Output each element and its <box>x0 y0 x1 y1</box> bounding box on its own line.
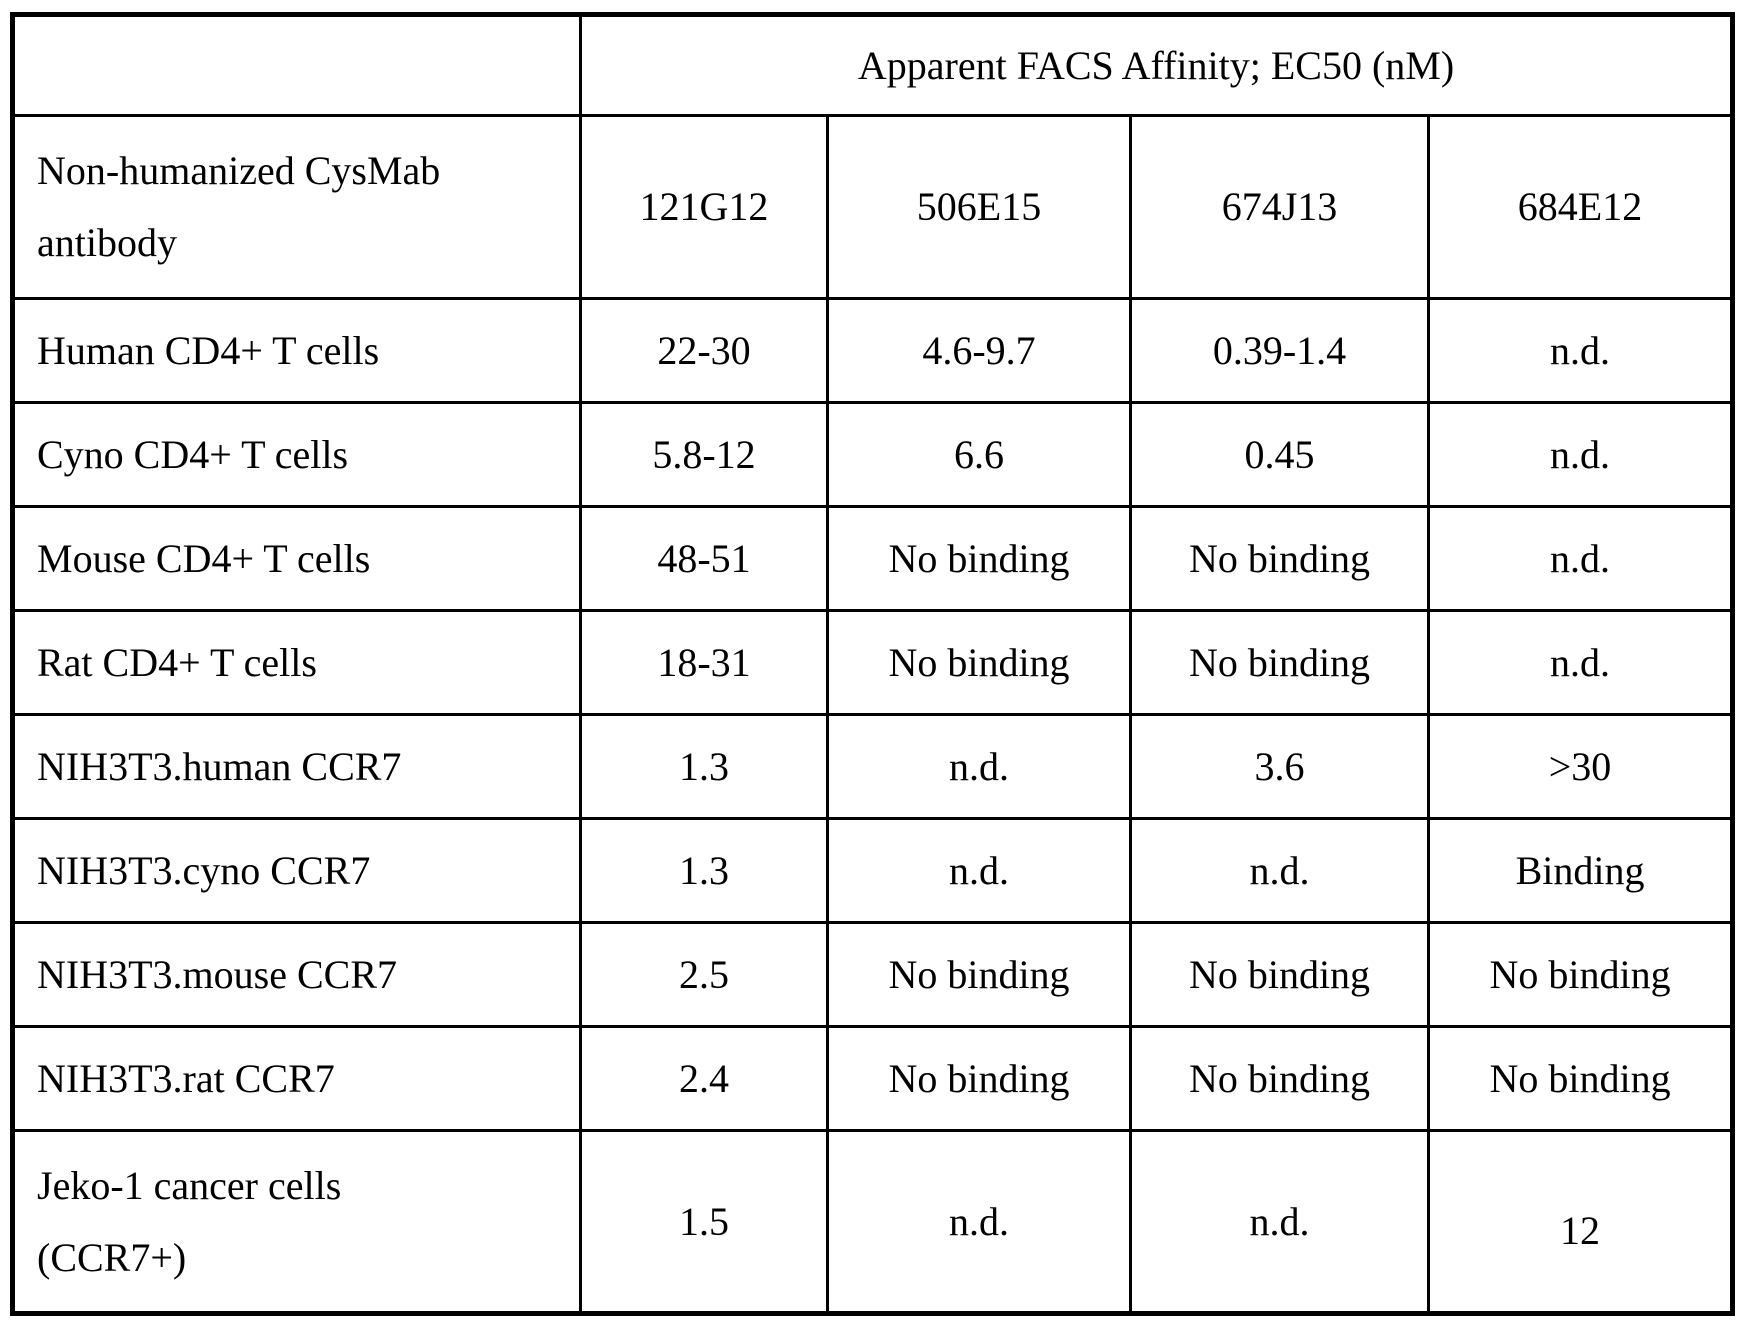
cell-value: n.d. <box>1129 1129 1430 1315</box>
cell-value: n.d. <box>1426 505 1735 612</box>
row-label: NIH3T3.rat CCR7 <box>11 1025 582 1132</box>
cell-value: 0.39-1.4 <box>1129 297 1430 404</box>
table-row: NIH3T3.mouse CCR7 2.5 No binding No bind… <box>11 921 1735 1028</box>
cell-value: n.d. <box>826 713 1132 820</box>
cell-value: No binding <box>1129 1025 1430 1132</box>
column-header-121G12: 121G12 <box>579 114 829 300</box>
column-header-684E12: 684E12 <box>1426 114 1735 300</box>
column-header-674J13: 674J13 <box>1129 114 1430 300</box>
table-row: Cyno CD4+ T cells 5.8-12 6.6 0.45 n.d. <box>11 401 1735 508</box>
table-row: Rat CD4+ T cells 18-31 No binding No bin… <box>11 609 1735 716</box>
cell-value: No binding <box>826 609 1132 716</box>
row-label: Human CD4+ T cells <box>11 297 582 404</box>
cell-value: n.d. <box>826 817 1132 924</box>
cell-value: 18-31 <box>579 609 829 716</box>
cell-value: No binding <box>1129 505 1430 612</box>
row-header-label: Non-humanized CysMab antibody <box>11 114 582 300</box>
row-label: Jeko-1 cancer cells (CCR7+) <box>11 1129 582 1315</box>
cell-value: No binding <box>826 1025 1132 1132</box>
table-title: Apparent FACS Affinity; EC50 (nM) <box>578 13 1735 117</box>
cell-value: 48-51 <box>579 505 829 612</box>
cell-value: 4.6-9.7 <box>826 297 1132 404</box>
cell-value: 0.45 <box>1129 401 1430 508</box>
corner-cell <box>11 13 582 117</box>
column-header-row: Non-humanized CysMab antibody 121G12 506… <box>11 114 1735 300</box>
cell-value: n.d. <box>1426 609 1735 716</box>
cell-value: 2.5 <box>579 921 829 1028</box>
cell-value: No binding <box>826 505 1132 612</box>
cell-value: n.d. <box>1426 297 1735 404</box>
table-row: Mouse CD4+ T cells 48-51 No binding No b… <box>11 505 1735 612</box>
cell-value: 12 <box>1426 1129 1735 1315</box>
cell-value: 1.3 <box>579 817 829 924</box>
cell-value: No binding <box>1129 921 1430 1028</box>
cell-value: 6.6 <box>826 401 1132 508</box>
cell-value: 1.5 <box>579 1129 829 1315</box>
column-header-506E15: 506E15 <box>826 114 1132 300</box>
row-label: NIH3T3.mouse CCR7 <box>11 921 582 1028</box>
cell-value: >30 <box>1426 713 1735 820</box>
cell-value: Binding <box>1426 817 1735 924</box>
table-row: NIH3T3.human CCR7 1.3 n.d. 3.6 >30 <box>11 713 1735 820</box>
cell-value: n.d. <box>1426 401 1735 508</box>
cell-value: No binding <box>1426 921 1735 1028</box>
cell-value: 22-30 <box>579 297 829 404</box>
cell-value: 5.8-12 <box>579 401 829 508</box>
row-label: NIH3T3.human CCR7 <box>11 713 582 820</box>
facs-affinity-table: Apparent FACS Affinity; EC50 (nM) Non-hu… <box>10 12 1736 1316</box>
cell-value: No binding <box>1129 609 1430 716</box>
cell-value: 2.4 <box>579 1025 829 1132</box>
row-label: NIH3T3.cyno CCR7 <box>11 817 582 924</box>
cell-value: 3.6 <box>1129 713 1430 820</box>
table-title-row: Apparent FACS Affinity; EC50 (nM) <box>11 13 1735 117</box>
row-label: Cyno CD4+ T cells <box>11 401 582 508</box>
table-row: Human CD4+ T cells 22-30 4.6-9.7 0.39-1.… <box>11 297 1735 404</box>
table-row: NIH3T3.cyno CCR7 1.3 n.d. n.d. Binding <box>11 817 1735 924</box>
row-label: Rat CD4+ T cells <box>11 609 582 716</box>
cell-value: No binding <box>1426 1025 1735 1132</box>
cell-value: 1.3 <box>579 713 829 820</box>
table-row: NIH3T3.rat CCR7 2.4 No binding No bindin… <box>11 1025 1735 1132</box>
cell-value: No binding <box>826 921 1132 1028</box>
table-row: Jeko-1 cancer cells (CCR7+) 1.5 n.d. n.d… <box>11 1129 1735 1315</box>
cell-value: n.d. <box>826 1129 1132 1315</box>
cell-value: n.d. <box>1129 817 1430 924</box>
row-label: Mouse CD4+ T cells <box>11 505 582 612</box>
